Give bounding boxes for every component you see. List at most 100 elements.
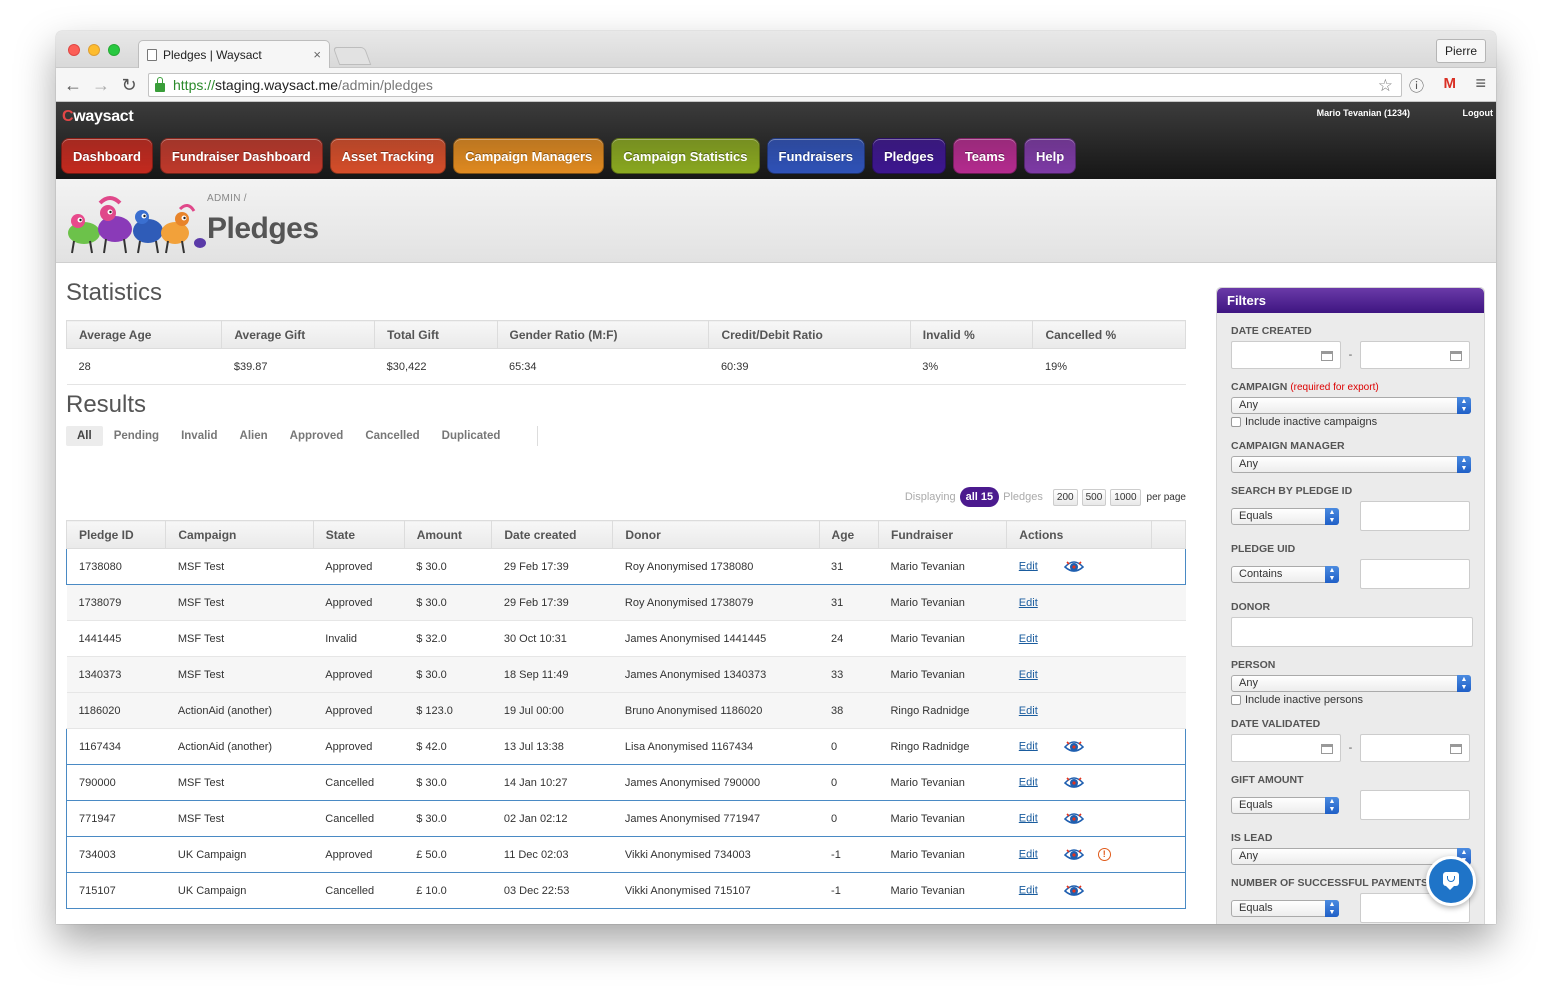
close-window-button[interactable] (68, 44, 80, 56)
table-row[interactable]: 1340373 MSF Test Approved $ 30.0 18 Sep 11:4… (66, 656, 1186, 693)
results-tab-alien[interactable]: Alien (239, 430, 268, 442)
payments-operator-select[interactable]: Equals ▲ ▼ (1231, 899, 1339, 917)
new-tab-button[interactable] (332, 47, 372, 65)
results-tab-pending[interactable]: Pending (113, 430, 160, 442)
column-header[interactable]: Fundraiser (877, 520, 1008, 549)
edit-link[interactable]: Edit (1018, 884, 1038, 897)
info-extension-icon[interactable]: ⓘ (1408, 78, 1424, 95)
per-page-1000-button[interactable]: 1000 (1110, 488, 1141, 506)
edit-link[interactable]: Edit (1018, 848, 1038, 861)
chrome-menu-icon[interactable]: ≡ (1475, 73, 1486, 93)
calendar-icon[interactable] (1449, 744, 1462, 754)
view-eye-icon[interactable] (1063, 559, 1084, 574)
results-tab-invalid[interactable]: Invalid (181, 430, 218, 442)
current-user[interactable]: Mario Tevanian (1234) (1316, 108, 1410, 118)
table-row[interactable]: 715107 UK Campaign Cancelled £ 10.0 03 Dec 2… (65, 872, 1186, 909)
waysact-logo[interactable]: Cwaysact (62, 108, 134, 125)
nav-tab-pledges[interactable]: Pledges (871, 138, 946, 174)
zoom-window-button[interactable] (108, 44, 120, 56)
table-row[interactable]: 1738079 MSF Test Approved $ 30.0 29 Feb 17:3… (66, 584, 1186, 621)
edit-link[interactable]: Edit (1018, 740, 1038, 753)
nav-tab-fundraisers[interactable]: Fundraisers (766, 138, 865, 174)
date-created-from-input[interactable] (1231, 341, 1341, 369)
calendar-icon[interactable] (1320, 351, 1333, 361)
edit-link[interactable]: Edit (1018, 776, 1038, 789)
results-tab-approved[interactable]: Approved (289, 430, 344, 442)
edit-link[interactable]: Edit (1018, 704, 1038, 717)
address-bar[interactable]: https://staging.waysact.me/admin/pledges… (148, 73, 1402, 97)
pledge-uid-input[interactable] (1360, 559, 1470, 589)
cell-donor: James Anonymised 771947 (612, 800, 820, 837)
date-created-to-input[interactable] (1360, 341, 1470, 369)
column-header[interactable]: Date created (491, 520, 614, 549)
column-header[interactable]: Donor (612, 520, 820, 549)
gift-amount-input[interactable] (1360, 790, 1470, 820)
calendar-icon[interactable] (1449, 351, 1462, 361)
donor-input[interactable] (1231, 617, 1473, 647)
nav-tab-campaign-managers[interactable]: Campaign Managers (453, 138, 605, 174)
view-eye-icon[interactable] (1063, 775, 1084, 790)
back-arrow-icon[interactable]: ← (64, 75, 82, 95)
bookmark-star-icon[interactable]: ☆ (1377, 76, 1393, 95)
column-header[interactable]: Age (818, 520, 879, 549)
table-row[interactable]: 1441445 MSF Test Invalid $ 32.0 30 Oct 10:31… (66, 620, 1186, 657)
cell-state: Approved (313, 584, 405, 621)
profile-button[interactable]: Pierre (1435, 39, 1486, 63)
nav-tab-dashboard[interactable]: Dashboard (61, 138, 153, 174)
campaign-manager-select[interactable]: Any ▲ ▼ (1231, 456, 1471, 473)
cell-campaign: UK Campaign (165, 872, 314, 909)
nav-tab-campaign-statistics[interactable]: Campaign Statistics (611, 138, 760, 174)
gift-amount-operator-select[interactable]: Equals ▲ ▼ (1231, 796, 1339, 814)
nav-tab-teams[interactable]: Teams (952, 138, 1018, 174)
edit-link[interactable]: Edit (1018, 668, 1038, 681)
breadcrumb[interactable]: ADMIN / (207, 193, 247, 204)
nav-tab-asset-tracking[interactable]: Asset Tracking (329, 138, 447, 174)
warning-icon[interactable]: ! (1097, 848, 1111, 861)
edit-link[interactable]: Edit (1018, 596, 1038, 609)
view-eye-icon[interactable] (1063, 739, 1084, 754)
pledge-id-input[interactable] (1360, 501, 1470, 531)
tab-close-icon[interactable]: × (313, 47, 321, 62)
view-eye-icon[interactable] (1063, 847, 1084, 862)
per-page-500-button[interactable]: 500 (1081, 488, 1107, 506)
edit-link[interactable]: Edit (1018, 560, 1038, 573)
person-select[interactable]: Any ▲ ▼ (1231, 675, 1471, 692)
results-tab-duplicated[interactable]: Duplicated (441, 430, 501, 442)
minimize-window-button[interactable] (88, 44, 100, 56)
view-eye-icon[interactable] (1063, 811, 1084, 826)
column-header[interactable]: Pledge ID (65, 520, 167, 549)
date-validated-to-input[interactable] (1360, 734, 1470, 762)
include-inactive-campaigns-checkbox[interactable]: Include inactive campaigns (1231, 416, 1470, 428)
calendar-icon[interactable] (1320, 744, 1333, 754)
gmail-extension-icon[interactable]: M (1443, 75, 1457, 92)
column-header[interactable]: Campaign (165, 520, 314, 549)
reload-icon[interactable]: ↻ (121, 75, 137, 95)
results-tab-cancelled[interactable]: Cancelled (365, 430, 420, 442)
nav-tab-help[interactable]: Help (1024, 138, 1077, 174)
view-eye-icon[interactable] (1063, 883, 1084, 898)
forward-arrow-icon[interactable]: → (92, 75, 110, 95)
column-header[interactable]: State (312, 520, 405, 549)
column-header[interactable]: Amount (403, 520, 493, 549)
column-header[interactable]: Actions (1006, 520, 1152, 549)
include-inactive-persons-checkbox[interactable]: Include inactive persons (1231, 694, 1470, 706)
date-validated-from-input[interactable] (1231, 734, 1341, 762)
table-row[interactable]: 1738080 MSF Test Approved $ 30.0 29 Feb 17:3… (65, 548, 1186, 585)
per-page-200-button[interactable]: 200 (1052, 488, 1078, 506)
table-row[interactable]: 734003 UK Campaign Approved £ 50.0 11 Dec 02… (65, 836, 1186, 873)
table-row[interactable]: 790000 MSF Test Cancelled $ 30.0 14 Jan 10:2… (65, 764, 1186, 801)
logout-link[interactable]: Logout (1462, 108, 1494, 118)
pledge-uid-operator-select[interactable]: Contains ▲ ▼ (1231, 565, 1339, 583)
nav-tab-fundraiser-dashboard[interactable]: Fundraiser Dashboard (159, 138, 323, 174)
stat-header: Average Age (65, 320, 223, 349)
table-row[interactable]: 1186020 ActionAid (another) Approved $ 123.… (66, 692, 1186, 729)
edit-link[interactable]: Edit (1018, 812, 1038, 825)
browser-tab[interactable]: Pledges | Waysact × (138, 40, 330, 68)
table-row[interactable]: 1167434 ActionAid (another) Approved $ 42.0… (65, 728, 1186, 765)
campaign-select[interactable]: Any ▲ ▼ (1231, 397, 1471, 414)
results-tab-all[interactable]: All (66, 426, 103, 446)
edit-link[interactable]: Edit (1018, 632, 1038, 645)
pledge-id-operator-select[interactable]: Equals ▲ ▼ (1231, 507, 1339, 525)
table-row[interactable]: 771947 MSF Test Cancelled $ 30.0 02 Jan 02:1… (65, 800, 1186, 837)
help-chat-button[interactable] (1426, 856, 1476, 906)
